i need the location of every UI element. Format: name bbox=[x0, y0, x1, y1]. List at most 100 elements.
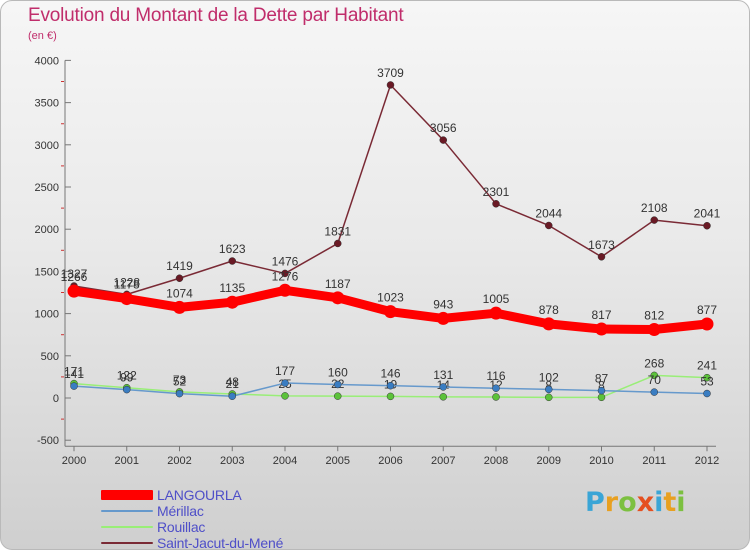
data-point bbox=[439, 393, 447, 401]
y-tick-label: 3000 bbox=[35, 140, 59, 152]
legend-label: Mérillac bbox=[157, 503, 204, 519]
data-label: 3056 bbox=[430, 121, 457, 135]
y-tick-label: 500 bbox=[41, 351, 59, 363]
x-tick-label: 2006 bbox=[378, 455, 402, 467]
data-label: 268 bbox=[644, 356, 664, 370]
data-point bbox=[334, 392, 342, 400]
data-point bbox=[281, 269, 289, 278]
x-tick-label: 2004 bbox=[273, 455, 297, 467]
data-label: 1005 bbox=[483, 292, 510, 306]
data-point bbox=[281, 392, 289, 400]
x-tick-label: 2011 bbox=[642, 455, 666, 467]
data-point bbox=[650, 388, 658, 396]
data-label: 1476 bbox=[272, 254, 299, 268]
logo-letter: x bbox=[636, 487, 655, 518]
data-label: 812 bbox=[644, 308, 664, 322]
data-point bbox=[386, 381, 395, 390]
data-point bbox=[436, 311, 450, 325]
data-point bbox=[650, 371, 658, 380]
data-label: 1266 bbox=[61, 270, 88, 284]
logo-letter: i bbox=[654, 487, 664, 518]
x-tick-label: 2001 bbox=[115, 455, 139, 467]
data-point bbox=[597, 393, 606, 402]
data-label: 122 bbox=[117, 369, 137, 383]
data-point bbox=[225, 295, 239, 309]
data-point bbox=[70, 382, 78, 390]
data-label: 1327 bbox=[61, 267, 88, 281]
data-point bbox=[228, 392, 236, 400]
data-label: 1074 bbox=[166, 286, 193, 300]
data-point bbox=[439, 383, 447, 391]
data-label: 3709 bbox=[377, 66, 404, 80]
data-point bbox=[173, 300, 186, 314]
legend-label: Rouillac bbox=[157, 519, 206, 535]
legend-swatch bbox=[101, 542, 153, 544]
data-point bbox=[703, 221, 711, 230]
data-point bbox=[545, 221, 553, 230]
data-label: 160 bbox=[328, 365, 348, 379]
data-point bbox=[67, 284, 81, 298]
data-point bbox=[703, 389, 711, 398]
data-point bbox=[489, 306, 503, 320]
data-label: 48 bbox=[226, 375, 240, 389]
data-label: 141 bbox=[64, 367, 84, 381]
data-point bbox=[175, 274, 184, 282]
legend-swatch bbox=[101, 510, 153, 512]
data-label: 131 bbox=[433, 368, 453, 382]
data-point bbox=[700, 317, 714, 331]
data-label: 99 bbox=[120, 371, 134, 385]
data-label: 1831 bbox=[324, 224, 351, 238]
data-point bbox=[175, 389, 184, 398]
data-label: 146 bbox=[380, 367, 400, 381]
data-point bbox=[384, 305, 397, 319]
y-tick-label: 0 bbox=[53, 393, 59, 405]
x-tick-label: 2012 bbox=[695, 455, 719, 467]
data-point bbox=[228, 257, 236, 265]
logo-letter: t bbox=[663, 487, 677, 518]
data-label: 2041 bbox=[694, 207, 721, 221]
x-tick-label: 2000 bbox=[62, 455, 86, 467]
y-tick-label: 1000 bbox=[35, 309, 59, 321]
y-tick-label: 3500 bbox=[35, 98, 59, 110]
data-label: 21 bbox=[226, 377, 240, 391]
data-point bbox=[123, 385, 131, 394]
x-tick-label: 2003 bbox=[220, 455, 244, 467]
data-label: 52 bbox=[173, 375, 187, 389]
data-label: 1228 bbox=[113, 275, 140, 289]
data-label: 171 bbox=[64, 365, 84, 379]
data-label: 177 bbox=[275, 364, 295, 378]
data-point bbox=[492, 393, 500, 401]
data-label: 102 bbox=[539, 370, 559, 384]
data-point bbox=[386, 81, 395, 89]
legend-swatch bbox=[101, 490, 153, 500]
logo-letter: r bbox=[604, 487, 619, 518]
y-tick-label: 2500 bbox=[35, 182, 59, 194]
data-label: 241 bbox=[697, 359, 717, 373]
data-label: 8 bbox=[545, 378, 552, 392]
data-label: 2108 bbox=[641, 201, 668, 215]
data-label: 73 bbox=[173, 373, 187, 387]
data-label: 87 bbox=[595, 372, 609, 386]
x-tick-label: 2009 bbox=[537, 455, 561, 467]
data-label: 943 bbox=[433, 297, 453, 311]
logo-letter: P bbox=[585, 487, 605, 518]
chart-title: Evolution du Montant de la Dette par Hab… bbox=[28, 5, 404, 26]
data-label: 53 bbox=[700, 375, 714, 389]
x-tick-label: 2002 bbox=[167, 455, 191, 467]
x-tick-label: 2007 bbox=[431, 455, 455, 467]
data-point bbox=[281, 379, 289, 387]
data-point bbox=[542, 317, 556, 331]
logo-letter: o bbox=[618, 487, 637, 518]
data-label: 817 bbox=[591, 308, 611, 322]
data-point bbox=[545, 393, 553, 402]
data-point bbox=[386, 392, 395, 401]
data-label: 2044 bbox=[535, 206, 562, 220]
y-tick-label: 2000 bbox=[35, 224, 59, 236]
legend-label: LANGOURLA bbox=[157, 487, 242, 503]
data-point bbox=[647, 322, 661, 336]
proxiti-logo: Proxiti bbox=[585, 487, 686, 518]
data-label: 1187 bbox=[325, 277, 351, 291]
logo-letter: i bbox=[676, 487, 686, 518]
data-label: 70 bbox=[648, 373, 662, 387]
